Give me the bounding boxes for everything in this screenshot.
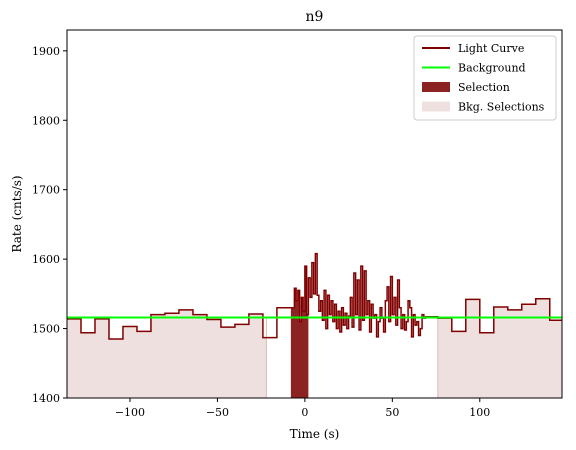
legend-swatch-2 bbox=[422, 82, 450, 92]
x-axis-label: Time (s) bbox=[290, 427, 340, 441]
plot-frame bbox=[66, 29, 563, 399]
legend-label-0: Light Curve bbox=[458, 42, 524, 55]
x-tick-label: 0 bbox=[301, 406, 308, 419]
x-tick-label: −50 bbox=[206, 406, 229, 419]
legend-label-1: Background bbox=[458, 62, 526, 75]
chart-title: n9 bbox=[306, 9, 324, 25]
y-tick-label: 1900 bbox=[32, 45, 60, 58]
legend: Light Curve Background Selection Bkg. Selec… bbox=[413, 35, 557, 121]
x-tick-label: 100 bbox=[469, 406, 490, 419]
legend-box bbox=[413, 35, 557, 121]
y-tick-label: 1500 bbox=[32, 323, 60, 336]
y-tick-label: 1700 bbox=[32, 184, 60, 197]
x-tick-label: −100 bbox=[115, 406, 145, 419]
light-curve-series bbox=[67, 252, 562, 340]
legend-label-2: Selection bbox=[458, 81, 510, 94]
bkg-selection-region-0 bbox=[67, 309, 267, 398]
y-axis-label: Rate (cnts/s) bbox=[10, 175, 24, 252]
selection-region bbox=[290, 266, 309, 398]
y-tick-label: 1800 bbox=[32, 114, 60, 127]
legend-swatch-3 bbox=[422, 101, 450, 112]
y-tick-label: 1400 bbox=[32, 392, 60, 405]
legend-label-3: Bkg. Selections bbox=[458, 101, 545, 114]
bkg-selection-region-1 bbox=[437, 298, 562, 398]
x-tick-label: 50 bbox=[385, 406, 399, 419]
y-tick-label: 1600 bbox=[32, 253, 60, 266]
